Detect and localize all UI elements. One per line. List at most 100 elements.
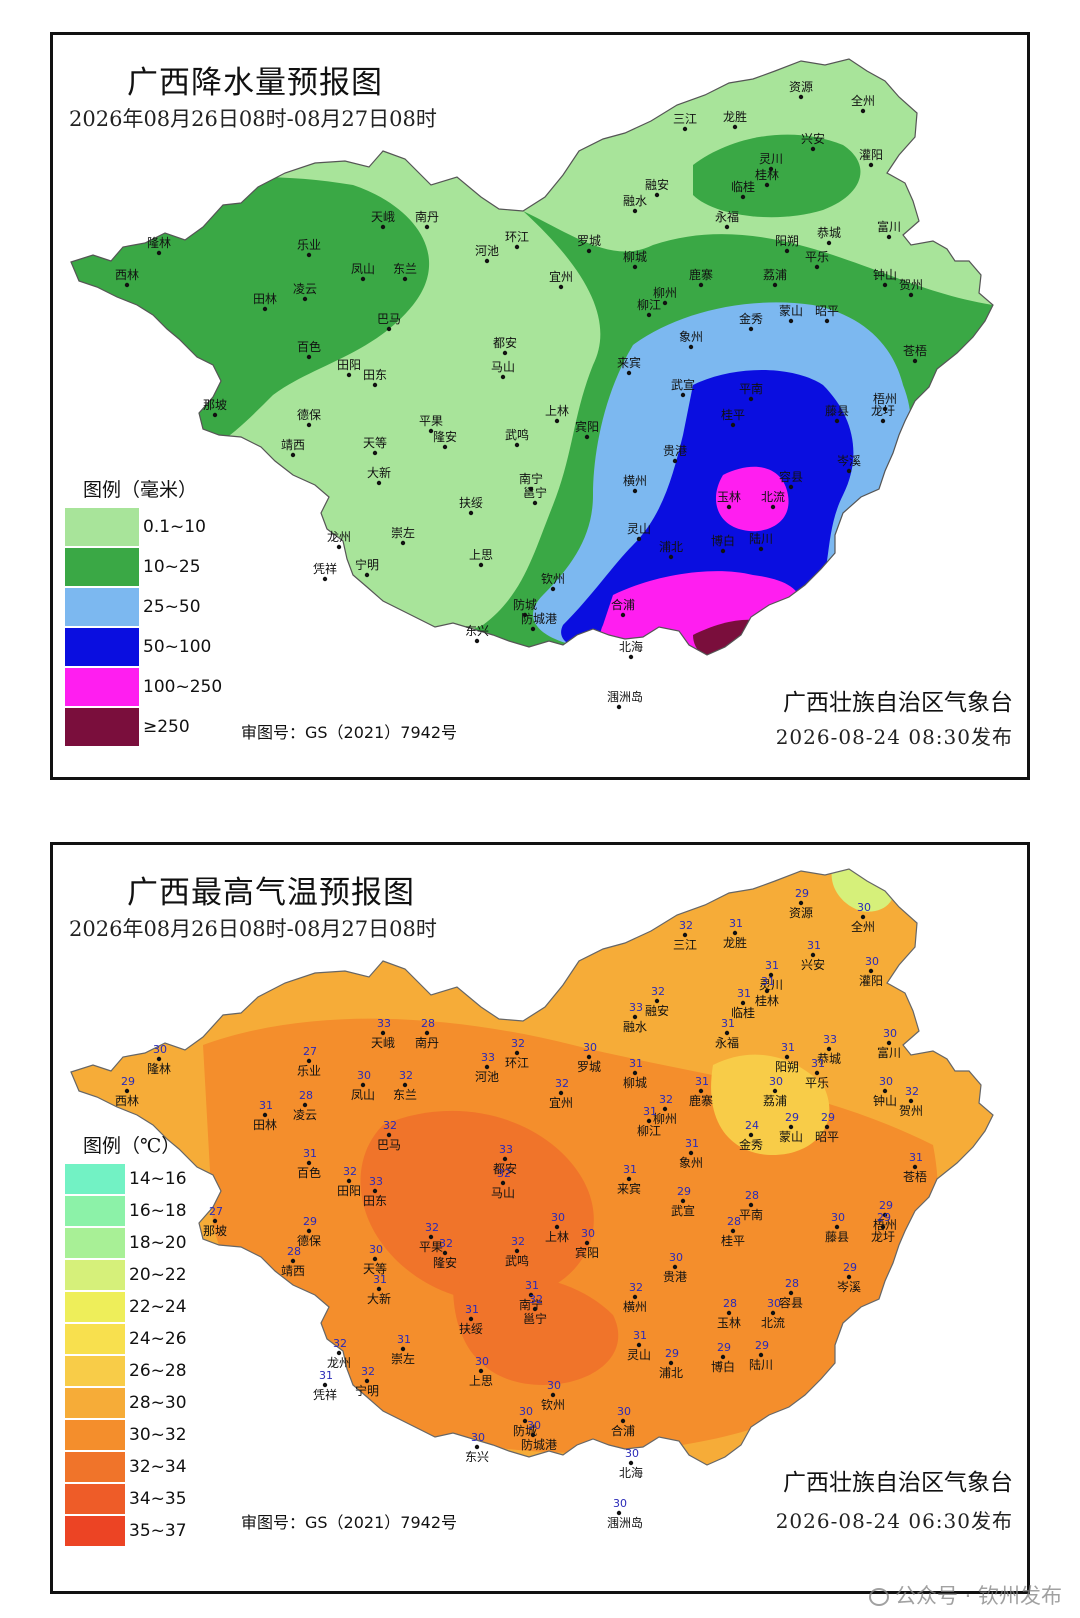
station-temperature: 31 bbox=[811, 1057, 825, 1070]
station-label: 西林 bbox=[115, 1094, 139, 1108]
city-dot bbox=[668, 554, 674, 560]
city-dot bbox=[730, 422, 736, 428]
city-dot bbox=[770, 504, 776, 510]
rain-legend-label: ≥250 bbox=[143, 717, 190, 737]
city-dot bbox=[428, 1234, 434, 1240]
city-label: 河池 bbox=[475, 244, 499, 258]
city-dot bbox=[290, 1258, 296, 1264]
city-dot bbox=[212, 412, 218, 418]
station-temperature: 33 bbox=[499, 1143, 513, 1156]
station-temperature: 30 bbox=[551, 1211, 565, 1224]
city-dot bbox=[882, 1088, 888, 1094]
rain-legend-row: 50~100 bbox=[65, 628, 222, 666]
city-dot bbox=[372, 382, 378, 388]
temp-legend-label: 24~26 bbox=[129, 1329, 187, 1349]
rain-legend-title: 图例（毫米） bbox=[83, 479, 198, 501]
city-dot bbox=[376, 480, 382, 486]
temp-legend-swatch bbox=[65, 1420, 125, 1450]
temp-zone-hot-south bbox=[453, 1275, 619, 1385]
city-label: 上思 bbox=[469, 548, 493, 562]
station-temperature: 30 bbox=[831, 1211, 845, 1224]
station-label: 平果 bbox=[419, 1240, 443, 1254]
temp-legend-label: 14~16 bbox=[129, 1169, 187, 1189]
temp-map-title: 广西最高气温预报图 bbox=[127, 875, 415, 911]
city-dot bbox=[386, 1132, 392, 1138]
city-dot bbox=[550, 1392, 556, 1398]
city-dot bbox=[730, 1228, 736, 1234]
station-temperature: 31 bbox=[643, 1105, 657, 1118]
rain-legend-label: 50~100 bbox=[143, 637, 212, 657]
station-temperature: 32 bbox=[529, 1293, 543, 1306]
station-label: 靖西 bbox=[281, 1264, 305, 1278]
station-temperature: 28 bbox=[727, 1215, 741, 1228]
city-label: 玉林 bbox=[717, 490, 741, 504]
city-dot bbox=[770, 1310, 776, 1316]
city-dot bbox=[522, 612, 528, 618]
station-label: 临桂 bbox=[731, 1005, 755, 1020]
temp-legend-swatch bbox=[65, 1196, 125, 1226]
station-temperature: 31 bbox=[737, 987, 751, 1000]
city-label: 宜州 bbox=[549, 269, 573, 284]
station-temperature: 33 bbox=[481, 1051, 495, 1064]
city-dot bbox=[500, 374, 506, 380]
station-label: 北流 bbox=[761, 1316, 785, 1330]
city-dot bbox=[688, 1150, 694, 1156]
station-label: 钦州 bbox=[541, 1398, 565, 1412]
temp-legend-label: 26~28 bbox=[129, 1361, 187, 1381]
temp-approval-number: 审图号：GS（2021）7942号 bbox=[241, 1513, 457, 1532]
station-label: 梧州 bbox=[873, 1217, 897, 1232]
station-temperature: 30 bbox=[519, 1405, 533, 1418]
city-label: 钦州 bbox=[541, 572, 565, 586]
city-dot bbox=[554, 418, 560, 424]
city-dot bbox=[360, 276, 366, 282]
city-dot bbox=[502, 1156, 508, 1162]
city-label: 武鸣 bbox=[505, 427, 529, 442]
station-label: 融水 bbox=[623, 1020, 647, 1034]
city-dot bbox=[772, 1088, 778, 1094]
station-label: 来宾 bbox=[617, 1181, 641, 1196]
city-dot bbox=[474, 638, 480, 644]
rain-legend-row: 100~250 bbox=[65, 668, 222, 706]
temp-legend-row: 14~16 bbox=[65, 1164, 187, 1194]
station-label: 三江 bbox=[673, 938, 697, 952]
station-label: 武鸣 bbox=[505, 1253, 529, 1268]
city-dot bbox=[698, 282, 704, 288]
city-dot bbox=[772, 282, 778, 288]
station-temperature: 30 bbox=[865, 955, 879, 968]
station-temperature: 30 bbox=[153, 1043, 167, 1056]
temp-legend-label: 30~32 bbox=[129, 1425, 187, 1445]
station-temperature: 31 bbox=[765, 959, 779, 972]
city-dot bbox=[810, 146, 816, 152]
city-label: 融水 bbox=[623, 194, 647, 208]
station-temperature: 28 bbox=[723, 1297, 737, 1310]
temp-legend-label: 18~20 bbox=[129, 1233, 187, 1253]
temp-legend: 图例（℃） 14~16 16~18 18~20 20~22 22~24 24~26 26~2… bbox=[65, 1131, 187, 1548]
station-label: 乐业 bbox=[297, 1064, 321, 1078]
station-temperature: 29 bbox=[665, 1347, 679, 1360]
station-temperature: 31 bbox=[629, 1057, 643, 1070]
rain-zone-100-250-north bbox=[715, 466, 789, 532]
station-temperature: 32 bbox=[343, 1165, 357, 1178]
city-dot bbox=[584, 1240, 590, 1246]
station-temperature: 28 bbox=[785, 1277, 799, 1290]
city-dot bbox=[530, 1432, 536, 1438]
rain-legend-swatch bbox=[65, 588, 139, 626]
city-dot bbox=[336, 1350, 342, 1356]
station-label: 浦北 bbox=[659, 1366, 683, 1380]
city-label: 资源 bbox=[789, 80, 813, 94]
station-temperature: 31 bbox=[761, 975, 775, 988]
station-temperature: 31 bbox=[695, 1075, 709, 1088]
station-label: 贺州 bbox=[899, 1104, 923, 1118]
station-temperature: 32 bbox=[425, 1221, 439, 1234]
station-temperature: 32 bbox=[659, 1093, 673, 1106]
station-label: 马山 bbox=[491, 1186, 515, 1200]
city-dot bbox=[558, 1090, 564, 1096]
city-label: 凌云 bbox=[293, 282, 317, 296]
city-dot bbox=[784, 1054, 790, 1060]
station-label: 百色 bbox=[297, 1166, 321, 1180]
city-dot bbox=[262, 306, 268, 312]
city-dot bbox=[372, 1256, 378, 1262]
temp-legend-swatch bbox=[65, 1484, 125, 1514]
city-dot bbox=[424, 224, 430, 230]
city-dot bbox=[484, 1064, 490, 1070]
